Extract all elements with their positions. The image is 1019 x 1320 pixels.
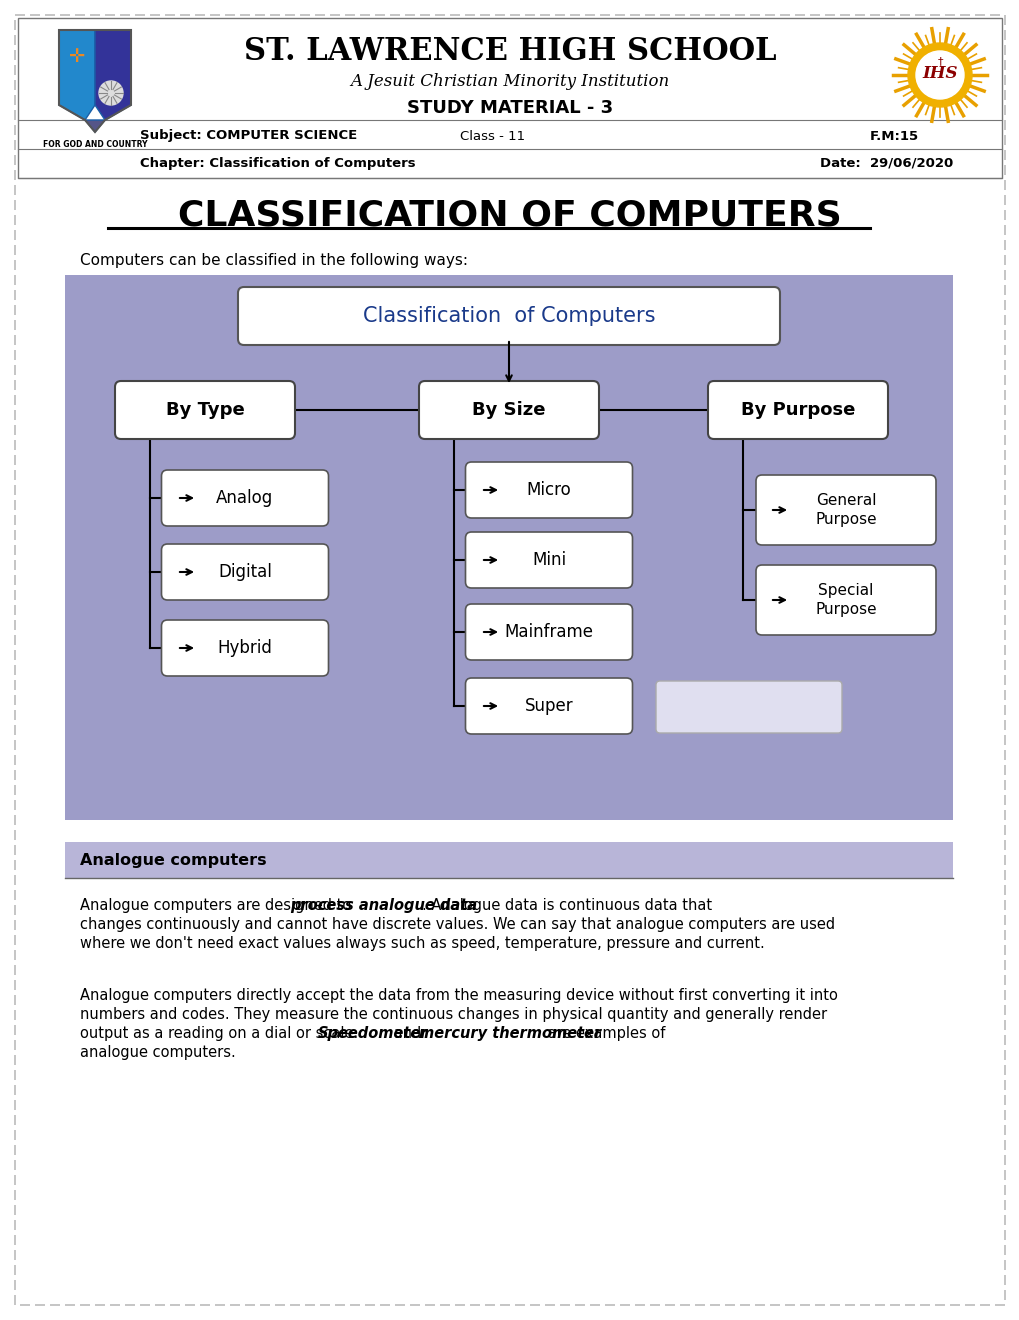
Polygon shape [85,120,105,132]
Text: ST. LAWRENCE HIGH SCHOOL: ST. LAWRENCE HIGH SCHOOL [244,37,775,67]
Text: . Analogue data is continuous data that: . Analogue data is continuous data that [422,898,711,913]
Text: Computers can be classified in the following ways:: Computers can be classified in the follo… [79,252,468,268]
Text: †: † [936,55,942,66]
Text: Super: Super [524,697,573,715]
Circle shape [907,44,971,107]
FancyBboxPatch shape [755,475,935,545]
Text: changes continuously and cannot have discrete values. We can say that analogue c: changes continuously and cannot have dis… [79,917,835,932]
Text: and: and [389,1026,426,1041]
FancyBboxPatch shape [161,470,328,525]
Circle shape [915,51,963,99]
Text: IHS: IHS [921,65,957,82]
Text: Digital: Digital [218,564,272,581]
FancyBboxPatch shape [18,18,1001,178]
Text: Analogue computers: Analogue computers [79,853,266,867]
FancyBboxPatch shape [419,381,598,440]
FancyBboxPatch shape [465,605,632,660]
Text: General
Purpose: General Purpose [814,492,876,528]
Text: Analogue computers are designed to: Analogue computers are designed to [79,898,356,913]
FancyBboxPatch shape [707,381,888,440]
Polygon shape [95,30,130,120]
Text: By Purpose: By Purpose [740,401,854,418]
Text: CLASSIFICATION OF COMPUTERS: CLASSIFICATION OF COMPUTERS [178,198,841,232]
Text: Mainframe: Mainframe [504,623,593,642]
Text: Date:  29/06/2020: Date: 29/06/2020 [819,157,953,169]
FancyBboxPatch shape [161,544,328,601]
FancyBboxPatch shape [115,381,294,440]
Text: Hybrid: Hybrid [217,639,272,657]
Text: are examples of: are examples of [542,1026,664,1041]
FancyBboxPatch shape [465,462,632,517]
Text: Mini: Mini [532,550,566,569]
Text: Classification  of Computers: Classification of Computers [363,306,654,326]
Text: ✛: ✛ [68,48,86,66]
Text: Analog: Analog [216,488,273,507]
Text: output as a reading on a dial or scale.: output as a reading on a dial or scale. [79,1026,363,1041]
Text: STUDY MATERIAL - 3: STUDY MATERIAL - 3 [407,99,612,117]
Text: By Size: By Size [472,401,545,418]
Text: where we don't need exact values always such as speed, temperature, pressure and: where we don't need exact values always … [79,936,764,950]
FancyBboxPatch shape [237,286,780,345]
Text: F.M:15: F.M:15 [869,129,918,143]
FancyBboxPatch shape [65,275,952,820]
Text: Class - 11: Class - 11 [460,129,525,143]
Polygon shape [59,30,95,120]
Text: Special
Purpose: Special Purpose [814,582,876,618]
Text: numbers and codes. They measure the continuous changes in physical quantity and : numbers and codes. They measure the cont… [79,1007,826,1022]
Circle shape [99,81,123,106]
Text: analogue computers.: analogue computers. [79,1045,235,1060]
FancyBboxPatch shape [465,532,632,587]
Text: A Jesuit Christian Minority Institution: A Jesuit Christian Minority Institution [351,74,668,91]
FancyBboxPatch shape [15,15,1004,1305]
Text: Analogue computers directly accept the data from the measuring device without fi: Analogue computers directly accept the d… [79,987,837,1003]
FancyBboxPatch shape [161,620,328,676]
Text: Chapter: Classification of Computers: Chapter: Classification of Computers [140,157,415,169]
Text: Subject: COMPUTER SCIENCE: Subject: COMPUTER SCIENCE [140,129,357,143]
Text: By Type: By Type [165,401,245,418]
Text: Micro: Micro [526,480,571,499]
Text: FOR GOD AND COUNTRY: FOR GOD AND COUNTRY [43,140,147,149]
FancyBboxPatch shape [755,565,935,635]
FancyBboxPatch shape [65,842,952,878]
Text: mercury thermometer: mercury thermometer [419,1026,601,1041]
FancyBboxPatch shape [655,681,841,733]
Text: process analogue data: process analogue data [289,898,477,913]
FancyBboxPatch shape [465,678,632,734]
Text: Speedometer: Speedometer [318,1026,428,1041]
